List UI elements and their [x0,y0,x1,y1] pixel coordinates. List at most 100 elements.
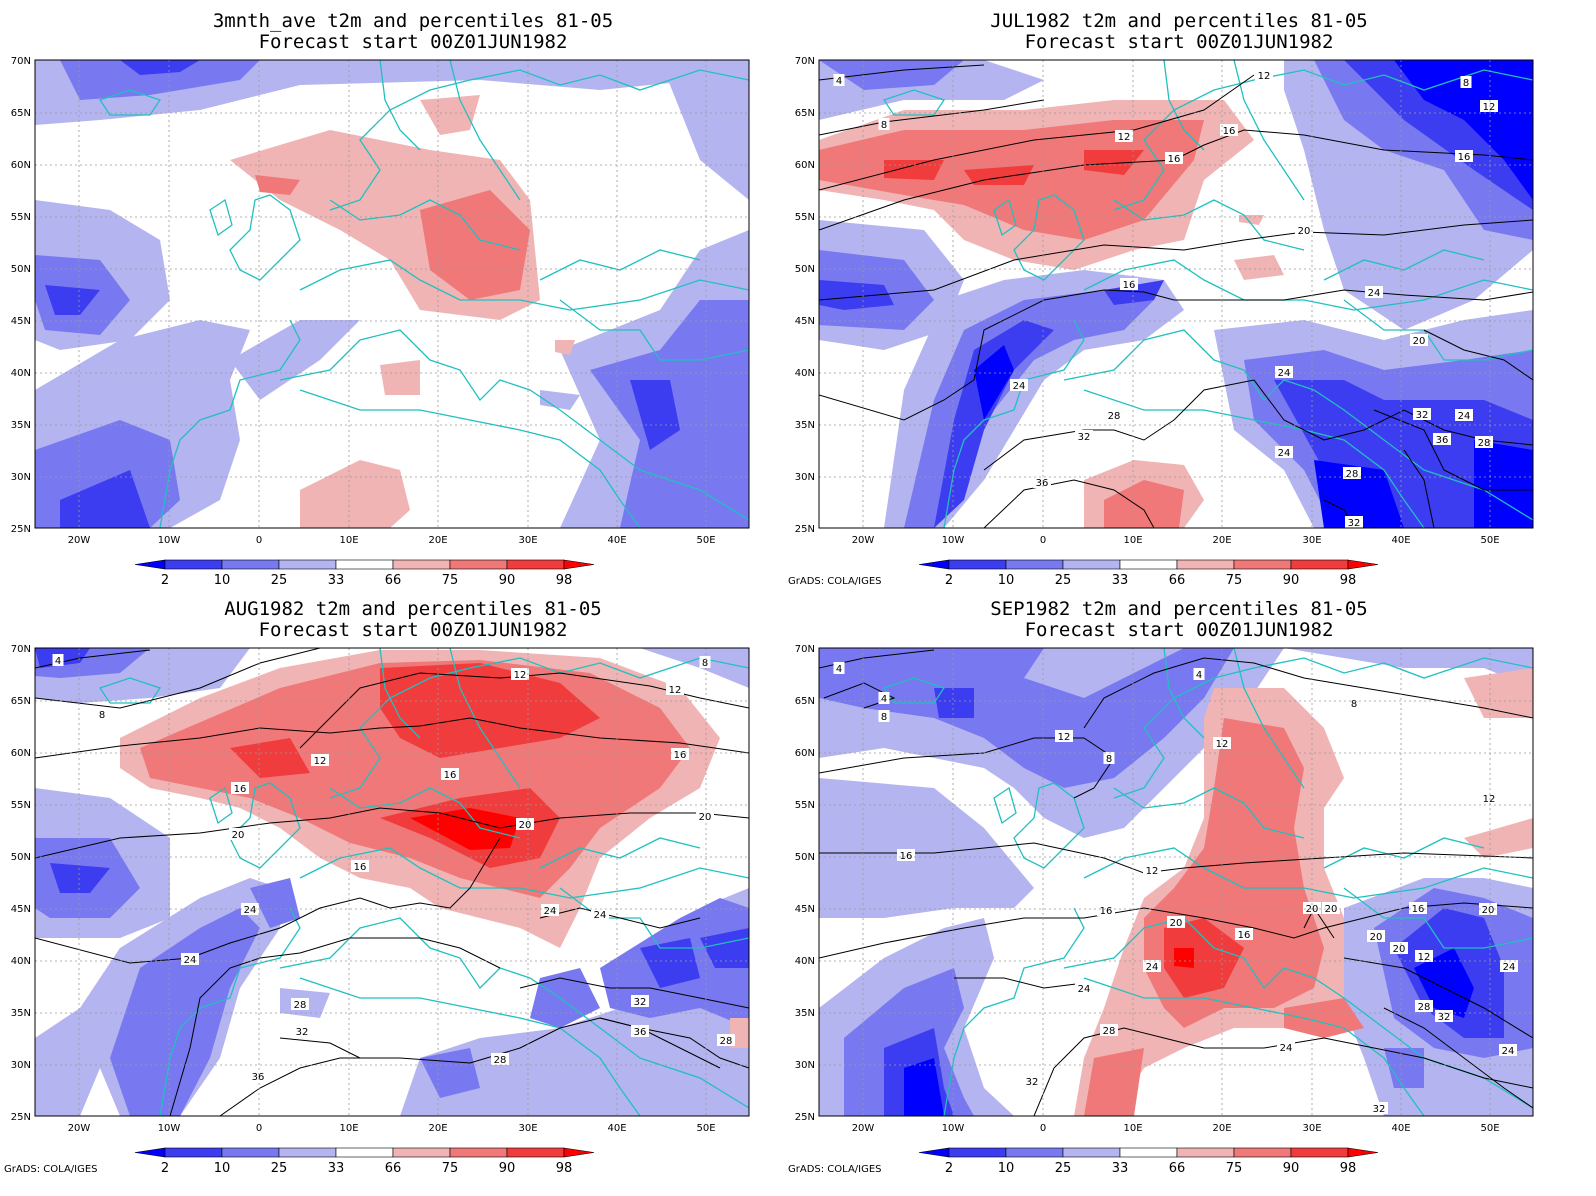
contour-label-bg [96,708,108,720]
contour-label: 8 [1106,754,1112,765]
contour-labels: 4 4 8 12 8 12 4 8 12 16 16 12 20 16 20 20 20 24 24 24 28 32 28… [833,662,1518,1115]
contour-label: 16 [444,770,457,781]
lon-label: 50E [696,1123,715,1134]
contour-label-bg [1365,286,1383,298]
contour-label: 24 [1278,368,1291,379]
lat-label: 40N [11,368,31,379]
contour-label: 8 [881,120,887,131]
map-frame [34,647,750,1117]
colorbar-swatch [335,559,394,570]
contour-label-bg [1500,960,1518,972]
contour-label: 32 [1348,518,1361,529]
contour-label: 12 [1258,71,1271,82]
colorbar-swatch [221,1147,280,1158]
contour-label-bg [1455,150,1473,162]
contour-label: 28 [1108,411,1121,422]
contour-label-bg [1479,903,1497,915]
lon-label: 10E [339,1123,358,1134]
colorbar-swatch [1233,559,1292,570]
contour-label: 8 [99,710,105,721]
lon-label: 10E [1123,535,1142,546]
map-panel-3month: 3mnth_ave t2m and percentiles 81-05 Fore… [0,0,790,598]
lat-label: 45N [11,316,31,327]
contour-label: 24 [1458,411,1471,422]
contour-label: 16 [354,862,367,873]
contour-label-bg [229,828,247,840]
latitude-labels: 70N 65N 60N 55N 50N 45N 40N 35N 30N 25N [795,56,815,535]
contour-label-bg [1055,730,1073,742]
panel-title: 3mnth_ave t2m and percentiles 81-05 [212,10,614,32]
colorbar: 2 10 25 33 66 75 90 98 [918,559,1379,588]
panel-subtitle: Forecast start 00Z01JUN1982 [258,31,568,53]
temperature-contours [819,649,1533,1116]
colorbar-swatch [1062,1147,1121,1158]
latitude-labels: 70N 65N 60N 55N 50N 45N 40N 35N 30N 25N [11,56,31,535]
lat-label: 35N [795,1008,815,1019]
colorbar-label: 25 [1055,1161,1072,1176]
lat-label: 55N [11,212,31,223]
lat-label: 50N [11,264,31,275]
lat-label: 60N [795,748,815,759]
lat-label: 70N [11,56,31,67]
contour-label: 36 [1436,435,1449,446]
lon-label: 20E [428,1123,447,1134]
contour-label: 36 [634,1027,647,1038]
contour-label-bg [1295,224,1313,236]
lon-label: 0 [256,535,262,546]
lon-label: 20E [1212,535,1231,546]
latitude-labels: 70N 65N 60N 55N 50N 45N 40N 35N 30N 25N [11,644,31,1123]
contour-label-bg [1322,902,1340,914]
colorbar-arrow-high [1347,559,1379,570]
contour-label: 12 [1118,132,1131,143]
colorbar-swatch [164,1147,223,1158]
contour-label: 28 [1346,469,1359,480]
colorbar-swatch [1290,559,1349,570]
contour-label: 16 [1412,904,1425,915]
lat-label: 35N [11,1008,31,1019]
lon-label: 20E [428,535,447,546]
contour-label-bg [1275,446,1293,458]
panel-title: AUG1982 t2m and percentiles 81-05 [224,598,602,620]
colorbar-swatch [221,559,280,570]
map-frame [818,647,1534,1117]
contour-label-bg [249,1070,267,1082]
coastline [882,60,1533,528]
lon-label: 10E [1123,1123,1142,1134]
colorbar-arrow-low [134,1147,166,1158]
contour-label-bg [311,754,329,766]
lat-label: 60N [11,748,31,759]
colorbar-swatch [449,1147,508,1158]
contour-label-bg [1255,69,1273,81]
contour-label: 20 [1482,905,1495,916]
coastline [882,648,1533,1116]
contour-label-bg [1480,100,1498,112]
contour-label-bg [1410,334,1428,346]
colorbar-label: 90 [499,573,516,588]
contour-label: 16 [1223,126,1236,137]
lon-label: 40E [607,535,626,546]
contour-label-bg [591,908,609,920]
contour-label-bg [1460,76,1472,88]
lat-label: 60N [795,160,815,171]
colorbar-label: 75 [1226,573,1243,588]
lat-label: 65N [795,108,815,119]
colorbar-label: 33 [328,1161,345,1176]
contour-label-bg [1033,476,1051,488]
panel-subtitle: Forecast start 00Z01JUN1982 [1024,619,1334,641]
percentile-shading [35,648,749,1116]
contour-label: 24 [184,955,197,966]
colorbar-swatch [1119,1147,1178,1158]
temperature-contours [819,64,1533,528]
lon-label: 0 [1040,1123,1046,1134]
colorbar-swatch [164,559,223,570]
lat-label: 40N [11,956,31,967]
contour-label: 4 [836,76,842,87]
colorbar-label: 10 [214,1161,231,1176]
lat-label: 50N [795,852,815,863]
lat-label: 45N [11,904,31,915]
colorbar-label: 66 [385,573,402,588]
colorbar-swatch [1062,559,1121,570]
contour-label: 28 [494,1055,507,1066]
